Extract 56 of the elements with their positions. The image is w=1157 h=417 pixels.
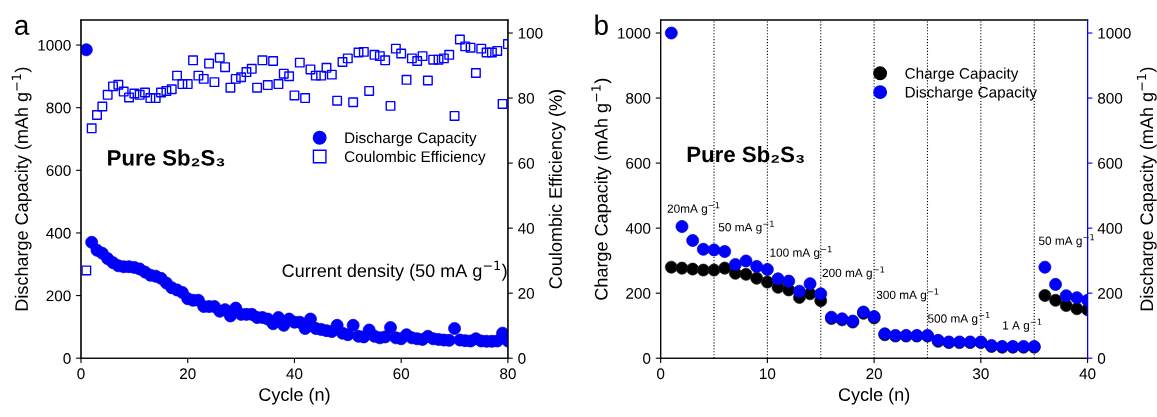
x-tick-label: 40	[1079, 368, 1096, 380]
annotation: 20mA g$^{−1}$	[667, 202, 720, 216]
y-tick-label: 600	[626, 157, 651, 169]
annotation: Current density (50 mA g$^{−1}$)	[282, 260, 507, 281]
y2-tick-label: 0	[1097, 353, 1106, 364]
legend-label: Discharge Capacity	[345, 131, 477, 147]
legend-label: Charge Capacity	[905, 67, 1019, 82]
x-axis-title: Cycle (n)	[259, 387, 330, 405]
y-tick-label: 400	[625, 223, 651, 234]
annotation: 500 mA g$^{−1}$	[927, 312, 990, 326]
annotation: 300 mA g$^{−1}$	[876, 288, 939, 302]
y2-tick-label: 200	[1098, 288, 1123, 299]
y2-tick-label: 800	[1097, 92, 1123, 104]
y2-tick-label: 1000	[1098, 27, 1131, 39]
y2-tick-label: 20	[518, 288, 535, 299]
y-axis-title: Charge Capacity (mAh g$^{−1}$)	[591, 78, 612, 300]
x-tick-label: 20	[866, 368, 883, 380]
y-tick-label: 200	[626, 288, 651, 299]
y-tick-label: 800	[626, 92, 651, 104]
y2-tick-label: 0	[518, 353, 526, 364]
x-tick-label: 20	[180, 368, 196, 380]
y-tick-label: 1000	[38, 39, 71, 51]
x-axis-title: Cycle (n)	[838, 387, 910, 405]
y2-axis-title: Coulombic Efficiency (%)	[548, 90, 566, 289]
y-axis-title: Discharge Capacity (mAh g$^{−1}$)	[11, 67, 32, 311]
y-tick-label: 0	[643, 353, 651, 364]
legend-label: Discharge Capacity	[905, 86, 1038, 101]
y2-axis-title: Discharge Capacity (mAh g$^{−1}$)	[1136, 67, 1157, 311]
annotation: Pure Sb₂S₃	[108, 149, 225, 167]
chart-title: b	[595, 14, 608, 35]
annotation: 200 mA g$^{−1}$	[822, 266, 885, 280]
y-tick-label: 200	[46, 290, 71, 302]
chart-title: a	[15, 19, 30, 35]
x-tick-label: 40	[286, 368, 303, 380]
y2-tick-label: 60	[518, 157, 535, 169]
x-tick-label: 60	[393, 368, 410, 380]
x-tick-label: 10	[760, 368, 776, 380]
y2-tick-label: 40	[518, 223, 535, 234]
annotation: 50 mA g$^{−1}$	[718, 220, 774, 234]
y-tick-label: 1000	[618, 27, 651, 39]
x-tick-label: 0	[657, 368, 665, 380]
y-tick-label: 0	[63, 353, 71, 364]
x-tick-label: 80	[500, 368, 516, 380]
y-tick-label: 400	[46, 227, 71, 239]
y2-tick-label: 80	[518, 92, 535, 104]
x-tick-label: 0	[77, 368, 85, 380]
y2-tick-label: 600	[1098, 157, 1123, 169]
x-tick-label: 30	[972, 368, 989, 380]
legend-label: Coulombic Efficiency	[344, 150, 486, 166]
annotation: 1 A g$^{−1}$	[1003, 318, 1042, 332]
y2-tick-label: 100	[518, 27, 543, 39]
annotation: Pure Sb₂S₃	[687, 145, 804, 163]
y2-tick-label: 400	[1097, 223, 1123, 234]
y-tick-label: 800	[46, 102, 71, 114]
y-tick-label: 600	[46, 165, 71, 177]
annotation: 100 mA g$^{−1}$	[770, 246, 832, 260]
